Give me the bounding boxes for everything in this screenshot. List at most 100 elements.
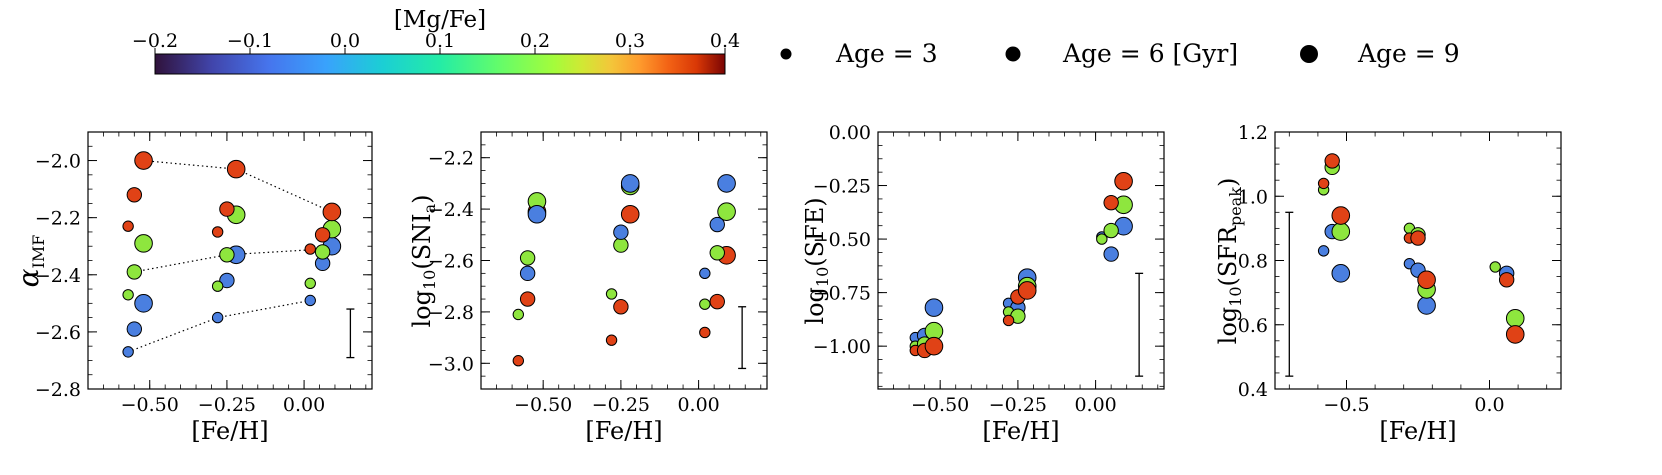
legend-label-age-6: Age = 6 [Gyr] bbox=[1062, 39, 1238, 68]
panel-snia: log10(SNIa) −0.50 −0.25 0.00 −3.0 −2.8 −2.6 −2… bbox=[408, 131, 768, 445]
dotted-trend-line bbox=[134, 248, 323, 273]
data-point bbox=[1489, 261, 1501, 273]
data-point bbox=[1417, 296, 1436, 315]
x-tick-label: −0.25 bbox=[592, 394, 650, 416]
colorbar-tick-label: 0.4 bbox=[710, 30, 740, 52]
colorbar-tick-label: 0.1 bbox=[425, 30, 455, 52]
data-point bbox=[699, 326, 711, 339]
data-point bbox=[122, 220, 134, 232]
data-point bbox=[314, 227, 331, 243]
data-point bbox=[122, 289, 134, 301]
data-point bbox=[1331, 206, 1351, 225]
colorbar: [Mg/Fe] −0.2 −0.1 0.0 0.1 0.2 0.3 0.4 bbox=[132, 7, 740, 75]
data-point bbox=[613, 224, 629, 240]
legend-label-age-9: Age = 9 bbox=[1357, 39, 1460, 68]
data-point bbox=[134, 294, 153, 313]
data-point bbox=[620, 204, 640, 224]
colorbar-label: [Mg/Fe] bbox=[394, 7, 486, 33]
data-point bbox=[1114, 171, 1133, 191]
data-point bbox=[322, 202, 342, 222]
panel-sfr-peak: log10(SFRpeak) −0.5 0.00.40.60.81.01.2[Fe… bbox=[1214, 122, 1562, 445]
legend-label-age-3: Age = 3 bbox=[835, 39, 938, 68]
y-tick-label: −2.2 bbox=[35, 208, 81, 230]
panel-alpha-imf: αIMF −0.50 −0.25 0.00 −2.8 −2.6 −2.4 −2.2 −2.0 [… bbox=[12, 131, 373, 445]
x-tick-label: −0.50 bbox=[121, 394, 179, 416]
x-tick-label: 0.00 bbox=[1074, 394, 1116, 416]
data-point bbox=[1002, 314, 1015, 327]
data-point bbox=[1410, 230, 1426, 246]
x-tick-label: 0.0 bbox=[1474, 394, 1504, 416]
data-point bbox=[613, 237, 629, 253]
y-tick-label: −2.4 bbox=[35, 265, 81, 287]
data-point bbox=[613, 299, 629, 315]
data-point bbox=[1331, 264, 1351, 283]
y-tick-label: −2.8 bbox=[428, 302, 474, 324]
data-point bbox=[699, 298, 711, 310]
y-tick-label: −2.0 bbox=[35, 151, 81, 173]
data-point bbox=[1317, 177, 1330, 190]
data-point bbox=[699, 267, 711, 280]
y-tick-label: −2.2 bbox=[428, 148, 474, 170]
data-point bbox=[527, 204, 547, 224]
x-tick-label: −0.25 bbox=[198, 394, 256, 416]
data-point bbox=[512, 308, 525, 321]
data-point bbox=[211, 280, 224, 292]
data-point bbox=[304, 294, 316, 307]
y-tick-label: −2.6 bbox=[35, 322, 81, 344]
data-point bbox=[226, 159, 246, 179]
x-tick-label: −0.5 bbox=[1323, 394, 1369, 416]
colorbar-tick-label: −0.1 bbox=[227, 30, 273, 52]
colorbar-tick-label: −0.2 bbox=[132, 30, 178, 52]
y-tick-label: 1.2 bbox=[1238, 122, 1268, 144]
dotted-trend-line bbox=[143, 160, 333, 213]
data-point bbox=[304, 277, 316, 290]
data-point bbox=[122, 346, 134, 358]
data-point bbox=[1096, 233, 1108, 245]
data-point bbox=[605, 334, 618, 346]
plot-frame bbox=[877, 131, 1165, 390]
data-point bbox=[134, 151, 153, 170]
data-point bbox=[1505, 309, 1525, 328]
data-point bbox=[211, 311, 224, 324]
data-point bbox=[605, 288, 618, 300]
data-point bbox=[304, 243, 316, 255]
x-tick-label: −0.50 bbox=[514, 394, 572, 416]
y-tick-label: −0.50 bbox=[813, 229, 871, 251]
data-point bbox=[519, 265, 536, 282]
data-point bbox=[1017, 281, 1037, 300]
data-point bbox=[1417, 270, 1436, 290]
y-tick-label: 0.4 bbox=[1238, 379, 1268, 401]
y-tick-label: 1.0 bbox=[1238, 186, 1268, 208]
y-tick-label: −1.00 bbox=[813, 336, 871, 358]
x-axis-label: [Fe/H] bbox=[191, 417, 268, 445]
data-point bbox=[219, 247, 235, 263]
data-point bbox=[134, 234, 153, 253]
data-point bbox=[126, 264, 143, 280]
data-point bbox=[717, 174, 736, 193]
data-point bbox=[1103, 246, 1119, 262]
x-axis-label: [Fe/H] bbox=[585, 417, 662, 445]
legend-marker-age-3 bbox=[780, 48, 792, 60]
data-point bbox=[211, 226, 224, 238]
colorbar-ticks bbox=[154, 48, 726, 54]
data-point bbox=[126, 321, 143, 337]
plot-frame bbox=[1274, 131, 1562, 390]
data-point bbox=[219, 272, 235, 289]
y-tick-label: 0.6 bbox=[1238, 315, 1268, 337]
y-tick-label: 0.8 bbox=[1238, 251, 1268, 273]
x-tick-label: −0.50 bbox=[911, 394, 969, 416]
data-point bbox=[1103, 222, 1119, 239]
data-point bbox=[1317, 245, 1330, 257]
legend-marker-age-6 bbox=[1005, 46, 1021, 62]
data-point bbox=[717, 202, 736, 221]
panel-alpha-imf-ylabel: αIMF bbox=[12, 235, 48, 288]
dotted-trend-line bbox=[127, 299, 311, 353]
data-point bbox=[924, 298, 944, 317]
panel-sfe-ylabel: log10(SFE) bbox=[801, 197, 832, 324]
data-point bbox=[1498, 272, 1515, 288]
x-axis-label: [Fe/H] bbox=[1379, 417, 1456, 445]
data-point bbox=[519, 250, 536, 266]
size-legend: Age = 3 Age = 6 [Gyr] Age = 9 bbox=[780, 39, 1460, 68]
y-tick-label: −2.4 bbox=[428, 199, 474, 221]
y-tick-label: −0.25 bbox=[813, 176, 871, 198]
